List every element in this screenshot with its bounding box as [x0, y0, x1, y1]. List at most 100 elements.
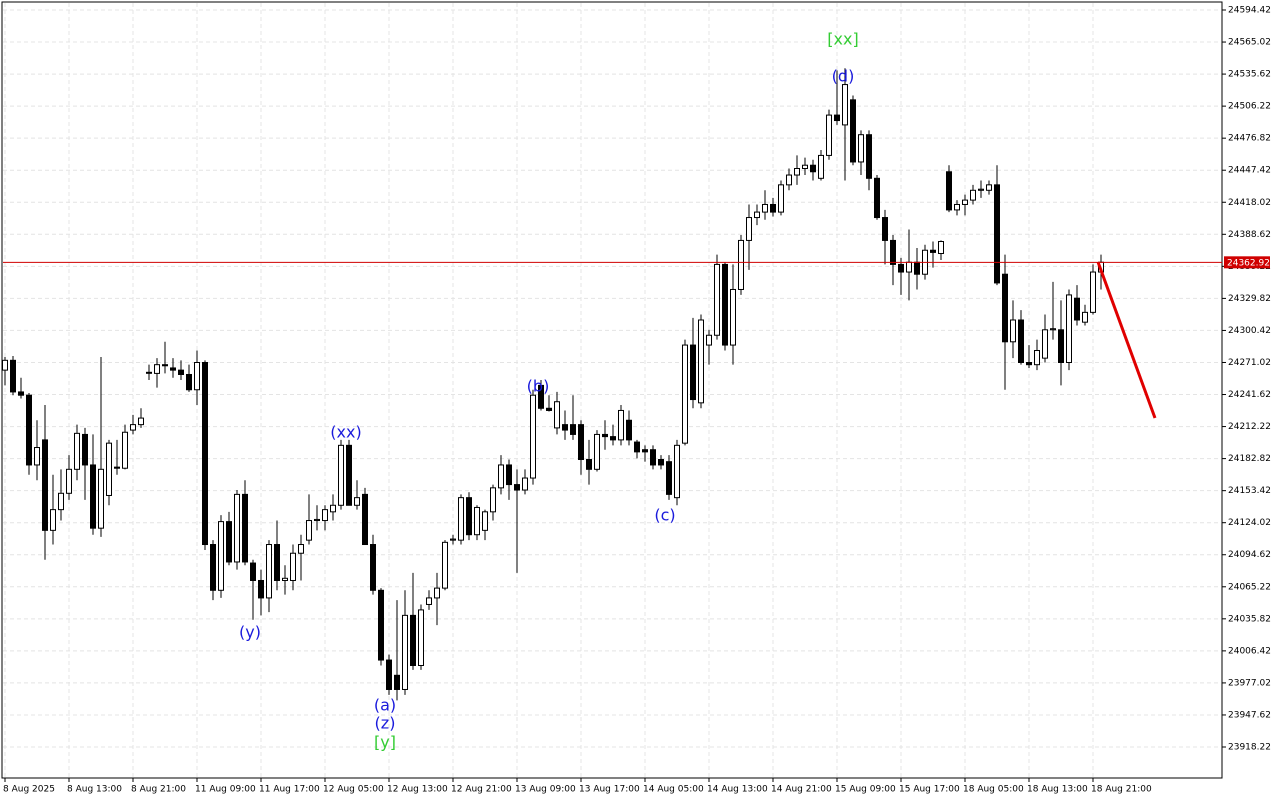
- x-tick-label: 11 Aug 17:00: [259, 785, 320, 795]
- candle-body: [962, 199, 968, 205]
- y-tick-label: 24065.22: [1228, 582, 1271, 592]
- x-tick-label: 14 Aug 05:00: [643, 785, 704, 795]
- candle-body: [122, 431, 128, 469]
- candle-body: [818, 154, 824, 179]
- candle-body: [114, 466, 120, 469]
- candle-body: [578, 424, 584, 461]
- candle-body: [10, 359, 16, 393]
- last-price-box: [1224, 256, 1270, 269]
- candle-body: [146, 371, 152, 374]
- y-tick-label: 24153.42: [1228, 486, 1271, 496]
- candle-body: [586, 459, 592, 470]
- candle-body: [18, 391, 24, 396]
- candle-body: [730, 288, 736, 346]
- candle-body: [722, 263, 728, 346]
- candle-body: [346, 444, 352, 506]
- candle-body: [442, 541, 448, 589]
- candle-body: [970, 189, 976, 201]
- candle-body: [1034, 350, 1040, 366]
- candle-body: [506, 464, 512, 486]
- candle-body: [874, 177, 880, 219]
- candle-body: [898, 263, 904, 273]
- candle-body: [194, 362, 200, 391]
- candle-body: [1002, 273, 1008, 343]
- candle-body: [178, 369, 184, 375]
- x-tick-label: 12 Aug 13:00: [387, 785, 448, 795]
- candle-body: [930, 249, 936, 253]
- wave-label: [y]: [374, 733, 396, 752]
- y-tick-label: 24418.02: [1228, 198, 1271, 208]
- x-tick-label: 12 Aug 21:00: [451, 785, 512, 795]
- candle-body: [490, 487, 496, 513]
- x-tick-label: 15 Aug 17:00: [899, 785, 960, 795]
- y-tick-label: 23977.02: [1228, 678, 1271, 688]
- y-tick-label: 24329.82: [1228, 294, 1271, 304]
- candle-body: [666, 461, 672, 495]
- candle-body: [1050, 328, 1056, 331]
- candle-body: [498, 464, 504, 489]
- candle-body: [98, 468, 104, 529]
- x-tick-label: 8 Aug 13:00: [67, 785, 122, 795]
- candle-body: [298, 544, 304, 554]
- candle-body: [370, 544, 376, 591]
- candle-body: [754, 211, 760, 219]
- candle-body: [706, 334, 712, 346]
- candle-body: [674, 444, 680, 499]
- y-tick-label: 24094.62: [1228, 550, 1271, 560]
- candle-body: [858, 134, 864, 163]
- candle-body: [154, 364, 160, 374]
- x-tick-label: 13 Aug 09:00: [515, 785, 576, 795]
- candle-body: [530, 394, 536, 479]
- y-tick-label: 24271.02: [1228, 358, 1271, 368]
- wave-label: [xx]: [827, 30, 858, 49]
- y-tick-label: 24035.82: [1228, 614, 1271, 624]
- candle-body: [434, 587, 440, 599]
- candle-body: [162, 364, 168, 367]
- candle-body: [226, 521, 232, 563]
- candle-body: [322, 509, 328, 522]
- candle-body: [938, 241, 944, 255]
- candle-body: [658, 459, 664, 466]
- candle-body: [522, 477, 528, 491]
- candle-body: [1082, 311, 1088, 323]
- candle-body: [258, 579, 264, 599]
- candle-body: [330, 504, 336, 513]
- wave-label: (d): [832, 67, 855, 86]
- x-tick-label: 11 Aug 09:00: [195, 785, 256, 795]
- y-tick-label: 24506.22: [1228, 102, 1271, 112]
- candle-body: [978, 188, 984, 191]
- candle-body: [906, 261, 912, 273]
- candle-body: [538, 384, 544, 409]
- candle-body: [282, 577, 288, 581]
- candle-body: [186, 373, 192, 391]
- forecast-arrow: [1096, 261, 1157, 419]
- last-price-label: 24362.92: [1227, 258, 1270, 268]
- candle-body: [82, 433, 88, 466]
- candle-body: [866, 134, 872, 179]
- candle-body: [250, 562, 256, 581]
- y-tick-label: 24124.02: [1228, 518, 1271, 528]
- candle-body: [794, 167, 800, 176]
- candle-body: [618, 409, 624, 441]
- candle-body: [682, 344, 688, 444]
- candle-body: [482, 511, 488, 531]
- candle-body: [410, 614, 416, 666]
- candle-body: [362, 493, 368, 546]
- wave-label: (xx): [330, 423, 361, 442]
- candle-body: [994, 184, 1000, 284]
- x-tick-label: 8 Aug 21:00: [131, 785, 186, 795]
- candle-body: [378, 589, 384, 661]
- candle-body: [1042, 329, 1048, 359]
- x-tick-label: 18 Aug 13:00: [1027, 785, 1088, 795]
- candle-body: [1058, 329, 1064, 364]
- y-tick-label: 24476.82: [1228, 134, 1271, 144]
- wave-label: (a): [374, 696, 396, 715]
- candle-body: [426, 597, 432, 605]
- candle-body: [394, 674, 400, 690]
- candle-body: [514, 484, 520, 491]
- candle-body: [90, 464, 96, 529]
- candle-body: [386, 659, 392, 690]
- candle-body: [554, 401, 560, 429]
- candle-body: [594, 433, 600, 470]
